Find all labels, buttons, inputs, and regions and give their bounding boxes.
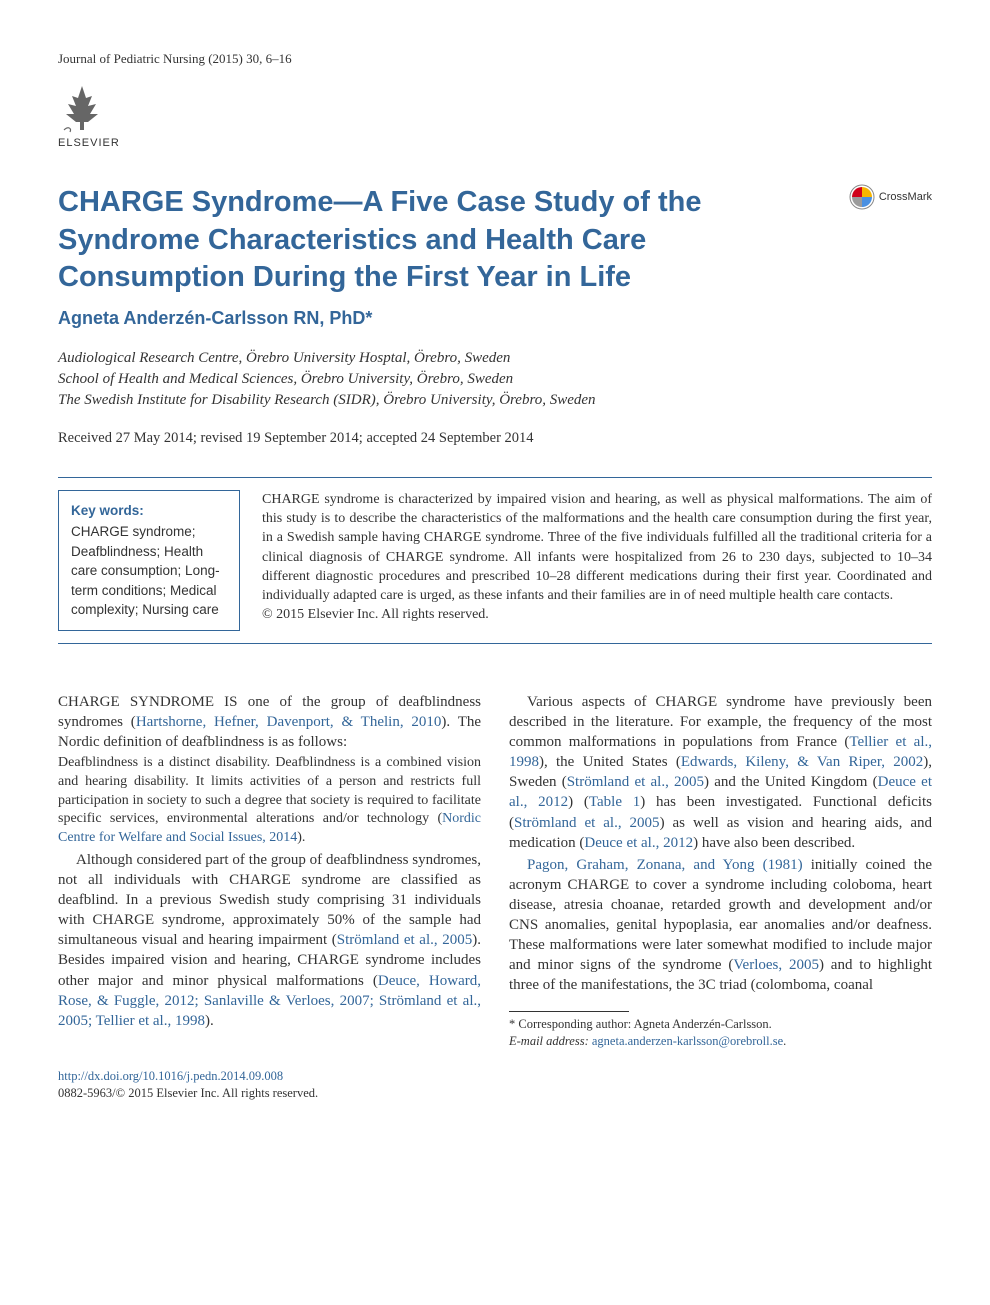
abstract-block: Key words: CHARGE syndrome; Deafblindnes… — [58, 477, 932, 644]
citation-link[interactable]: Strömland et al., 2005 — [337, 932, 472, 948]
abstract-text: CHARGE syndrome is characterized by impa… — [240, 478, 932, 643]
elsevier-tree-icon — [58, 82, 932, 134]
crossmark-icon — [849, 184, 875, 210]
citation-link[interactable]: Strömland et al., 2005 — [514, 815, 660, 831]
body-paragraph: Pagon, Graham, Zonana, and Yong (1981) i… — [509, 855, 932, 996]
citation-link[interactable]: Pagon, Graham, Zonana, and Yong (1981) — [527, 857, 803, 873]
affiliation-line: The Swedish Institute for Disability Res… — [58, 390, 932, 411]
copyright-line: © 2015 Elsevier Inc. All rights reserved… — [262, 607, 489, 622]
body-columns: CHARGE SYNDROME IS one of the group of d… — [58, 692, 932, 1050]
citation-link[interactable]: Verloes, 2005 — [733, 957, 819, 973]
doi-link[interactable]: http://dx.doi.org/10.1016/j.pedn.2014.09… — [58, 1069, 283, 1083]
citation-link[interactable]: Hartshorne, Hefner, Davenport, & Thelin,… — [136, 714, 442, 730]
publisher-logo: ELSEVIER — [58, 82, 932, 151]
affiliation-line: Audiological Research Centre, Örebro Uni… — [58, 348, 932, 369]
journal-citation: Journal of Pediatric Nursing (2015) 30, … — [58, 50, 932, 68]
affiliations: Audiological Research Centre, Örebro Uni… — [58, 348, 932, 411]
article-dates: Received 27 May 2014; revised 19 Septemb… — [58, 429, 932, 449]
author-list: Agneta Anderzén-Carlsson RN, PhD* — [58, 306, 932, 330]
email-link[interactable]: agneta.anderzen-karlsson@orebroll.se — [592, 1034, 783, 1048]
crossmark-label: CrossMark — [879, 190, 932, 205]
keywords-heading: Key words: — [71, 501, 227, 521]
block-quote: Deafblindness is a distinct disability. … — [58, 754, 481, 848]
issn-line: 0882-5963/© 2015 Elsevier Inc. All right… — [58, 1086, 318, 1100]
footnotes: * Corresponding author: Agneta Anderzén-… — [509, 1016, 932, 1050]
article-title: CHARGE Syndrome—A Five Case Study of the… — [58, 184, 798, 295]
crossmark-badge[interactable]: CrossMark — [849, 184, 932, 210]
table-link[interactable]: Table 1 — [589, 794, 640, 810]
body-paragraph: CHARGE SYNDROME IS one of the group of d… — [58, 692, 481, 752]
publisher-name: ELSEVIER — [58, 136, 932, 151]
keywords-box: Key words: CHARGE syndrome; Deafblindnes… — [58, 490, 240, 631]
body-paragraph: Various aspects of CHARGE syndrome have … — [509, 692, 932, 853]
corresponding-author: * Corresponding author: Agneta Anderzén-… — [509, 1016, 932, 1033]
body-paragraph: Although considered part of the group of… — [58, 850, 481, 1031]
footnote-rule — [509, 1011, 629, 1012]
citation-link[interactable]: Deuce et al., 2012 — [584, 835, 693, 851]
keywords-list: CHARGE syndrome; Deafblindness; Health c… — [71, 522, 227, 620]
citation-link[interactable]: Edwards, Kileny, & Van Riper, 2002 — [681, 754, 923, 770]
citation-link[interactable]: Strömland et al., 2005 — [567, 774, 704, 790]
email-label: E-mail address: — [509, 1034, 589, 1048]
affiliation-line: School of Health and Medical Sciences, Ö… — [58, 369, 932, 390]
page-footer: http://dx.doi.org/10.1016/j.pedn.2014.09… — [58, 1068, 932, 1102]
